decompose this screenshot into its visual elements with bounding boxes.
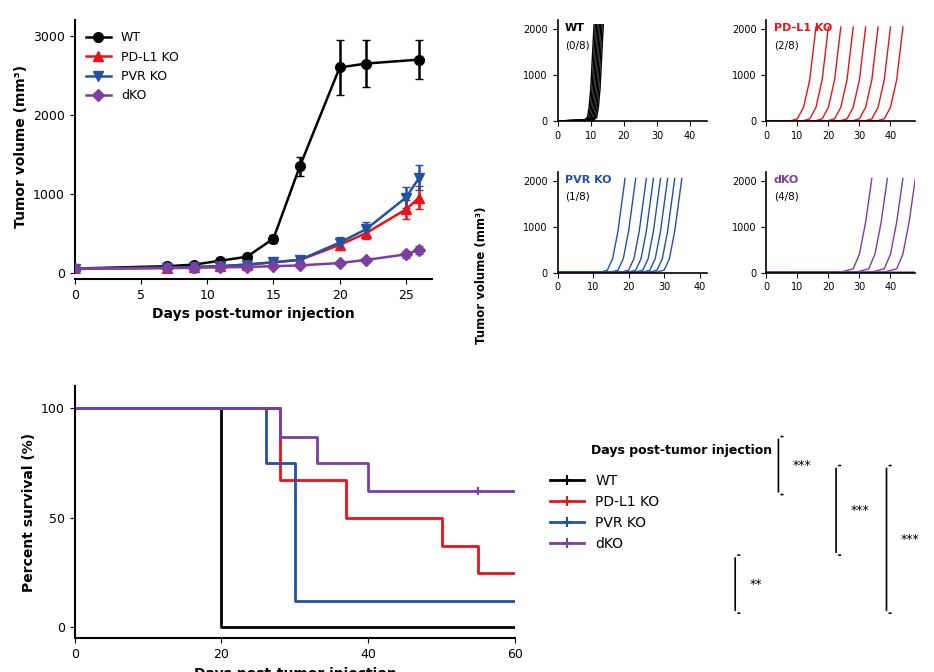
Legend: WT, PD-L1 KO, PVR KO, dKO: WT, PD-L1 KO, PVR KO, dKO (81, 26, 184, 107)
Text: ***: *** (901, 533, 920, 546)
Text: WT: WT (565, 24, 585, 33)
Legend: WT, PD-L1 KO, PVR KO, dKO: WT, PD-L1 KO, PVR KO, dKO (544, 468, 665, 556)
Text: (0/8): (0/8) (565, 40, 589, 50)
X-axis label: Days post-tumor injection: Days post-tumor injection (193, 667, 396, 672)
Text: (2/8): (2/8) (773, 40, 799, 50)
Text: **: ** (750, 578, 762, 591)
Text: (4/8): (4/8) (773, 192, 799, 202)
Y-axis label: Percent survival (%): Percent survival (%) (21, 433, 35, 592)
Text: ***: *** (793, 459, 812, 472)
Text: Tumor volume (mm³): Tumor volume (mm³) (474, 207, 488, 344)
Text: PVR KO: PVR KO (565, 175, 612, 185)
Text: PD-L1 KO: PD-L1 KO (773, 24, 832, 33)
Text: Days post-tumor injection: Days post-tumor injection (591, 444, 772, 457)
Text: dKO: dKO (773, 175, 799, 185)
Text: ***: *** (851, 504, 870, 517)
X-axis label: Days post-tumor injection: Days post-tumor injection (152, 307, 355, 321)
Y-axis label: Tumor volume (mm³): Tumor volume (mm³) (14, 65, 28, 228)
Text: (1/8): (1/8) (565, 192, 589, 202)
